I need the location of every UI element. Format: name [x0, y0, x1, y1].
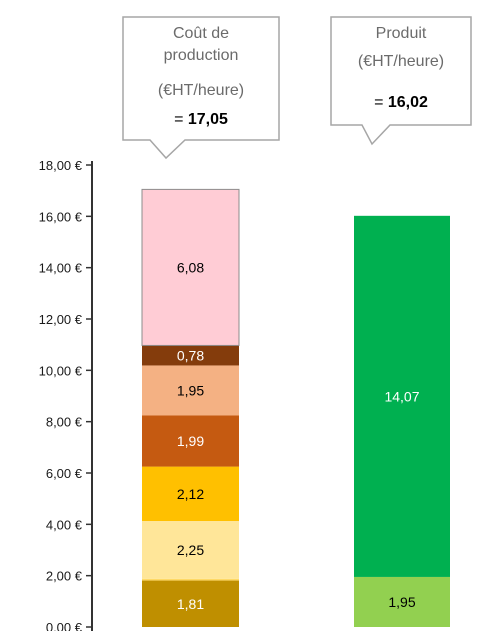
bars: 1,810,072,252,121,991,950,786,081,9514,0…: [141, 188, 450, 627]
y-tick-label: 10,00 €: [39, 363, 83, 378]
bar-segment: [354, 215, 450, 577]
y-tick-label: 2,00 €: [46, 569, 83, 584]
data-label: 1,81: [177, 596, 204, 612]
y-tick-label: 6,00 €: [46, 466, 83, 481]
bar-segment: [142, 466, 239, 521]
bar-2: 1,95 14,07: [354, 215, 450, 627]
callout-total-prefix: =: [174, 111, 188, 128]
callout-box: [330, 16, 472, 146]
callout-1: Coût de production (€HT/heure) = 17,05: [122, 16, 280, 160]
data-label: 1,99: [177, 433, 204, 449]
data-label: 1,95: [388, 594, 415, 610]
bar-segment: [142, 189, 239, 346]
y-tick-label: 8,00 €: [46, 415, 83, 430]
callout-total: = 16,02: [374, 94, 428, 111]
callout-title: production: [164, 47, 239, 64]
data-label: 6,08: [177, 259, 204, 275]
bar-segment: [142, 578, 239, 581]
callout-total-value: 17,05: [188, 111, 228, 128]
bar-top-outline: [141, 188, 240, 346]
y-tick-label: 18,00 €: [39, 158, 83, 173]
y-tick-label: 14,00 €: [39, 261, 83, 276]
y-tick-label: 12,00 €: [39, 312, 83, 327]
bar-segment: [142, 365, 239, 416]
data-label: 14,07: [384, 388, 419, 404]
y-tick-label: 16,00 €: [39, 209, 83, 224]
data-label: 2,12: [177, 486, 204, 502]
callout-2: Produit (€HT/heure) = 16,02: [330, 16, 472, 146]
data-label: 2,25: [177, 542, 204, 558]
callout-total-value: 16,02: [388, 94, 428, 111]
bar-segment: [142, 345, 239, 366]
callout-title: Coût de: [173, 25, 229, 42]
callouts: Coût de production (€HT/heure) = 17,05 Produ…: [122, 16, 472, 160]
bar-segment: [354, 576, 450, 627]
y-tick-label: 4,00 €: [46, 517, 83, 532]
callout-total-prefix: =: [374, 94, 388, 111]
bar-segment: [142, 580, 239, 627]
callout-total: = 17,05: [174, 111, 228, 128]
y-axis: 0,00 € 2,00 € 4,00 € 6,00 € 8,00 € 10,00 € 12,…: [39, 158, 93, 631]
data-label: 1,95: [177, 382, 204, 398]
data-label: 0,78: [177, 347, 204, 363]
bar-segment: [142, 415, 239, 467]
callout-title: Produit: [376, 25, 427, 42]
bar-1: 1,810,072,252,121,991,950,786,08: [141, 188, 240, 627]
y-tick-label: 0,00 €: [46, 620, 83, 631]
callout-unit: (€HT/heure): [158, 82, 244, 99]
callout-box: [122, 16, 280, 160]
callout-unit: (€HT/heure): [358, 53, 444, 70]
bar-segment: [142, 520, 239, 579]
